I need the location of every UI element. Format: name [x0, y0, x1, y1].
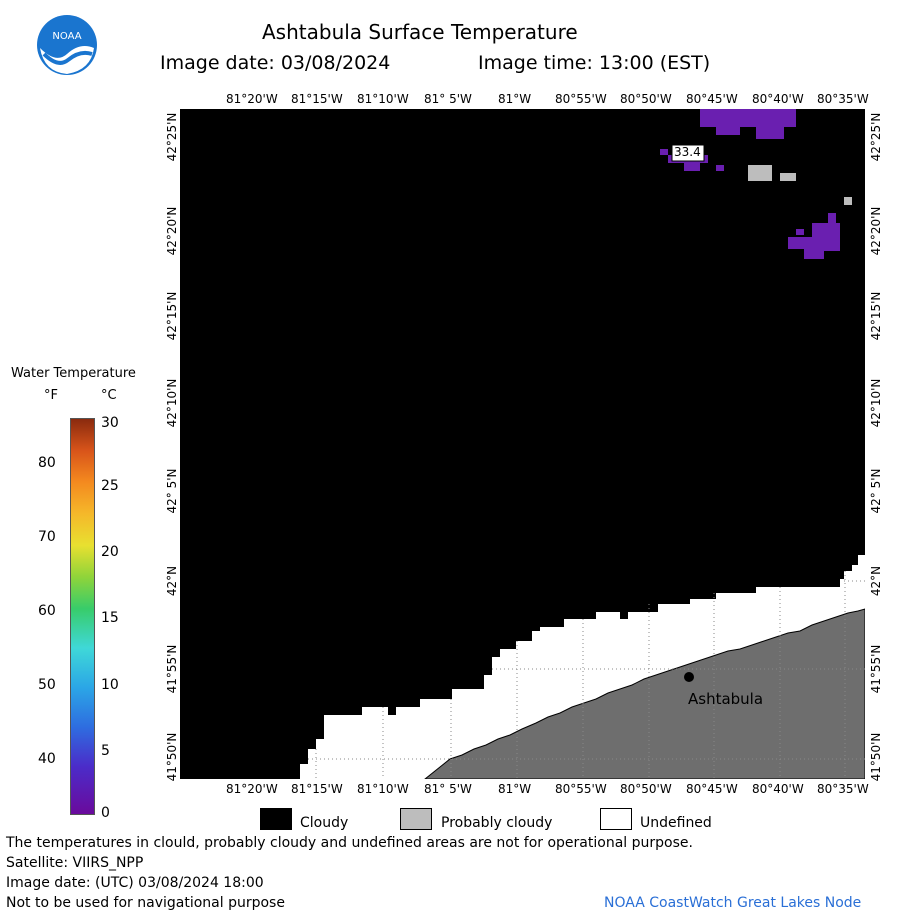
lat-tick: 42°10'N [869, 378, 883, 428]
lon-tick: 80°40'W [752, 92, 804, 106]
lat-tick: 42°15'N [165, 291, 179, 341]
lon-tick: 81°15'W [291, 92, 343, 106]
c-tick: 20 [101, 544, 119, 560]
lat-tick: 42°N [869, 565, 883, 597]
lat-tick: 42°20'N [165, 206, 179, 256]
c-tick: 25 [101, 478, 119, 494]
lat-tick: 42°10'N [165, 378, 179, 428]
lat-tick: 42°N [165, 565, 179, 597]
temperature-reading: 33.4 [674, 145, 701, 159]
lon-tick: 81°20'W [226, 92, 278, 106]
scale-title: Water Temperature [11, 366, 136, 381]
cold-water-patches [660, 109, 840, 259]
f-tick: 40 [38, 751, 56, 767]
unit-celsius: °C [101, 388, 117, 403]
lon-tick: 81°20'W [226, 782, 278, 796]
noaa-logo: NOAA [36, 14, 98, 76]
lat-tick: 42°15'N [869, 291, 883, 341]
c-tick: 5 [101, 743, 110, 759]
lon-tick: 81° 5'W [424, 782, 472, 796]
lat-tick: 42° 5'N [165, 468, 179, 514]
lon-tick: 81°10'W [357, 782, 409, 796]
city-label: Ashtabula [688, 690, 764, 708]
utc-date-text: Image date: (UTC) 03/08/2024 18:00 [6, 875, 264, 891]
lat-tick: 41°50'N [869, 732, 883, 782]
legend-swatch-probably-cloudy [400, 808, 432, 830]
lon-tick: 80°50'W [620, 92, 672, 106]
c-tick: 10 [101, 677, 119, 693]
probably-cloudy-patches [748, 165, 852, 205]
satellite-text: Satellite: VIIRS_NPP [6, 855, 144, 871]
lon-tick: 81°W [498, 782, 532, 796]
c-tick: 30 [101, 415, 119, 431]
legend-label-undefined: Undefined [640, 815, 712, 831]
legend-swatch-cloudy [260, 808, 292, 830]
c-tick: 15 [101, 610, 119, 626]
f-tick: 80 [38, 455, 56, 471]
c-tick: 0 [101, 805, 110, 821]
lon-tick: 81°10'W [357, 92, 409, 106]
lon-tick: 80°35'W [817, 782, 869, 796]
lon-tick: 80°50'W [620, 782, 672, 796]
unit-fahrenheit: °F [44, 388, 58, 403]
svg-text:NOAA: NOAA [52, 31, 81, 42]
lon-tick: 81°W [498, 92, 532, 106]
color-scale-bar [70, 418, 95, 815]
f-tick: 70 [38, 529, 56, 545]
ashtabula-marker [684, 672, 694, 682]
f-tick: 50 [38, 677, 56, 693]
lon-tick: 81° 5'W [424, 92, 472, 106]
lon-tick: 80°55'W [555, 92, 607, 106]
f-tick: 60 [38, 603, 56, 619]
image-date: Image date: 03/08/2024 [160, 52, 391, 74]
lat-tick: 42°25'N [165, 112, 179, 162]
lat-tick: 42°25'N [869, 112, 883, 162]
credit-link[interactable]: NOAA CoastWatch Great Lakes Node [604, 895, 862, 911]
lon-tick: 80°45'W [686, 782, 738, 796]
lon-tick: 80°55'W [555, 782, 607, 796]
lon-tick: 80°35'W [817, 92, 869, 106]
lon-tick: 81°15'W [291, 782, 343, 796]
lat-tick: 42° 5'N [869, 468, 883, 514]
lat-tick: 41°50'N [165, 732, 179, 782]
page-title: Ashtabula Surface Temperature [262, 20, 578, 44]
lon-tick: 80°45'W [686, 92, 738, 106]
disclaimer-text: The temperatures in clould, probably clo… [6, 835, 693, 851]
navigation-warning: Not to be used for navigational purpose [6, 895, 285, 911]
lat-tick: 42°20'N [869, 206, 883, 256]
lat-tick: 41°55'N [165, 644, 179, 694]
legend-swatch-undefined [600, 808, 632, 830]
image-time: Image time: 13:00 (EST) [478, 52, 711, 74]
lon-tick: 80°40'W [752, 782, 804, 796]
map-image [180, 109, 865, 779]
land-area [424, 608, 865, 779]
legend-label-probably-cloudy: Probably cloudy [441, 815, 553, 831]
legend-label-cloudy: Cloudy [300, 815, 349, 831]
lat-tick: 41°55'N [869, 644, 883, 694]
